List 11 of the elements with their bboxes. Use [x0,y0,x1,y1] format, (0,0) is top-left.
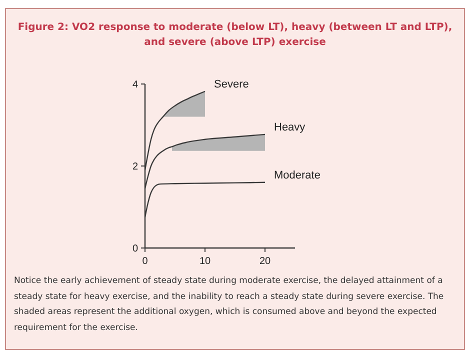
chart-title: Figure 2: VO2 response to moderate (below LT), heavy (between LT and LTP), and severe (above LTP) exercise [16,21,454,50]
series-label: Heavy [274,121,306,134]
x-tick-label: 10 [199,256,211,267]
x-tick-label: 0 [142,256,148,267]
x-tick-label: 20 [259,256,271,267]
y-tick-label: 4 [132,80,138,90]
text: Notice the early achievement of steady state during moderate exercise, the delayed attainment of a steady state for heavy exercise, and the inability to reach a steady state during severe exercise. The shaded areas represent the additional oxygen, which is consumed above and beyond the expected requirement for the exercise. [13,275,445,334]
series-label: Severe [214,78,249,90]
series-label: Moderate [274,169,320,182]
y-tick-label: 0 [132,244,138,254]
y-tick-label: 2 [132,162,138,172]
